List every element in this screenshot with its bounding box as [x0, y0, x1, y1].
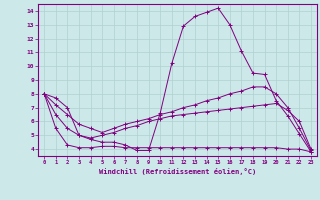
X-axis label: Windchill (Refroidissement éolien,°C): Windchill (Refroidissement éolien,°C)	[99, 168, 256, 175]
